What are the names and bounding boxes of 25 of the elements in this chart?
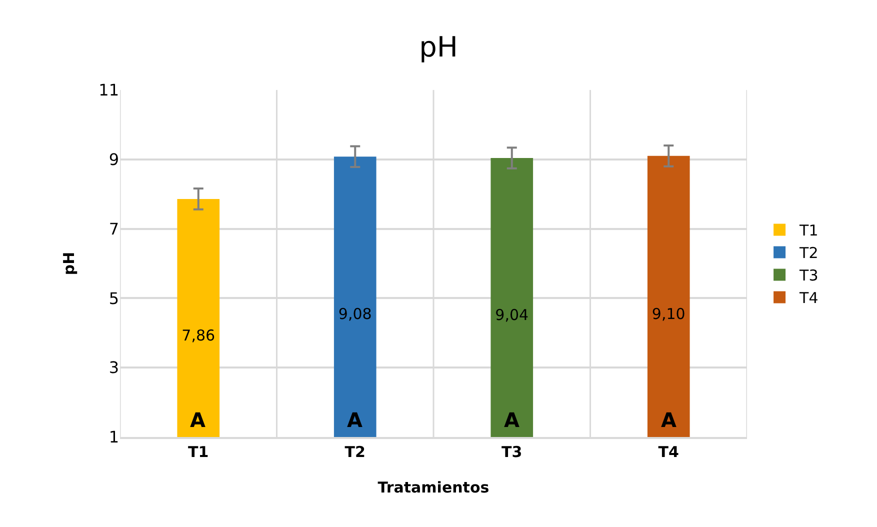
annotation: A [504,408,520,432]
data-label: 7,86 [182,326,216,344]
x-tick-label: T3 [502,442,522,461]
y-axis-title: pH [60,252,78,276]
data-label: 9,10 [652,304,686,323]
data-label: 9,04 [495,306,529,324]
x-tick-label: T1 [188,442,209,461]
y-tick-label: 9 [108,150,119,169]
chart-title: pH [419,30,458,64]
legend-label: T4 [798,289,818,308]
legend-label: T2 [798,244,818,262]
y-tick-label: 5 [108,288,119,308]
x-tick-label: T4 [658,442,679,461]
annotation: A [661,408,677,432]
x-axis-title: Tratamientos [378,478,490,496]
legend-label: T3 [798,266,818,285]
y-tick-label: 3 [108,358,119,378]
y-tick-label: 11 [98,80,119,100]
y-tick-label: 1 [108,428,119,447]
annotation: A [190,408,206,432]
annotation: A [347,408,363,432]
data-label: 9,08 [338,305,372,324]
legend-label: T1 [798,222,818,240]
y-tick-label: 7 [108,219,119,238]
x-tick-label: T2 [344,442,366,461]
